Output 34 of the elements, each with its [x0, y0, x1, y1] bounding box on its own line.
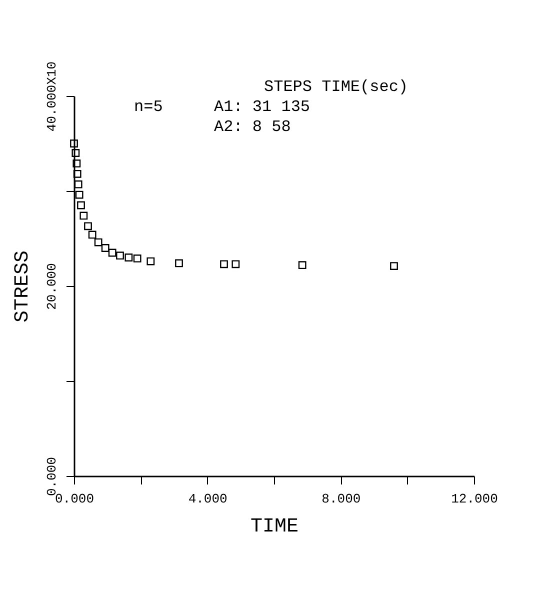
point	[116, 252, 124, 260]
text: STEPS TIME(sec)	[264, 78, 408, 96]
point	[175, 259, 183, 268]
point	[390, 262, 398, 270]
point	[108, 248, 116, 257]
point	[80, 212, 88, 220]
y-axis-title: STRESS	[12, 250, 34, 323]
point	[70, 140, 78, 148]
point	[72, 159, 81, 168]
point	[94, 238, 102, 246]
point	[220, 260, 228, 268]
point	[74, 180, 82, 188]
annotation: n=5	[134, 98, 163, 116]
x-tick-label: 8.000	[322, 492, 361, 506]
point	[124, 254, 133, 262]
point	[84, 222, 92, 230]
x-tick-label: 12.000	[451, 492, 498, 506]
x-tick-label: 0.000	[54, 492, 94, 506]
point	[75, 190, 84, 199]
point	[73, 170, 82, 178]
y-tick-label: 20.000	[44, 263, 60, 310]
point	[298, 261, 306, 270]
point	[77, 201, 85, 210]
point	[133, 254, 142, 262]
point	[101, 244, 110, 252]
annotation: A2: 8 58	[214, 118, 291, 136]
x-tick-label: 4.000	[188, 492, 228, 506]
y-tick-label: 40.000X10	[44, 61, 60, 132]
x-axis-title: TIME	[250, 516, 299, 538]
point	[72, 149, 80, 157]
point	[146, 257, 155, 266]
annotation: A1: 31 135	[214, 98, 310, 116]
point	[232, 260, 240, 268]
point	[88, 230, 96, 239]
